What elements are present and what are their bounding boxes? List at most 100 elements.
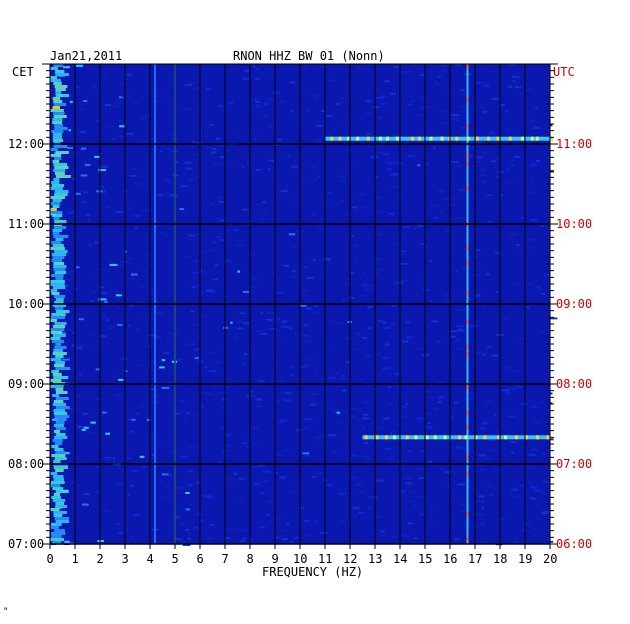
texture-streak <box>318 403 324 406</box>
texture-streak <box>235 352 241 355</box>
texture-streak <box>434 216 439 219</box>
texture-streak <box>233 336 239 339</box>
texture-streak <box>530 238 536 241</box>
texture-streak <box>140 235 146 238</box>
band-strip <box>53 334 66 337</box>
spectral-line-hotspot <box>466 385 469 390</box>
texture-streak <box>500 518 506 521</box>
event-hotspot <box>535 136 539 141</box>
texture-streak <box>199 283 207 286</box>
texture-streak <box>520 92 524 95</box>
texture-streak <box>530 328 535 331</box>
texture-streak <box>527 246 530 249</box>
band-strip <box>55 367 71 370</box>
texture-streak <box>290 490 298 493</box>
texture-streak <box>459 328 462 331</box>
texture-streak <box>293 198 299 201</box>
texture-streak <box>481 517 487 519</box>
texture-streak <box>255 77 261 80</box>
texture-streak <box>127 324 131 327</box>
texture-streak <box>525 195 528 198</box>
texture-streak <box>195 541 198 544</box>
texture-streak <box>336 211 345 214</box>
texture-streak <box>202 391 209 394</box>
texture-streak <box>434 388 437 391</box>
texture-streak <box>62 429 69 432</box>
texture-streak <box>181 541 186 544</box>
texture-streak <box>231 199 236 202</box>
texture-streak <box>316 471 323 474</box>
texture-streak <box>375 515 381 518</box>
texture-streak <box>533 421 541 424</box>
texture-streak <box>89 271 93 274</box>
texture-streak <box>71 481 76 484</box>
texture-streak <box>450 203 457 206</box>
texture-streak <box>403 443 406 446</box>
texture-streak <box>87 343 90 346</box>
texture-streak <box>336 411 340 414</box>
texture-streak <box>387 162 395 165</box>
texture-streak <box>226 118 230 121</box>
texture-streak <box>105 457 112 459</box>
band-strip <box>53 103 67 106</box>
texture-streak <box>104 300 108 303</box>
texture-streak <box>337 466 342 469</box>
texture-streak <box>356 335 363 338</box>
texture-streak <box>165 148 170 151</box>
event-hotspot <box>393 435 397 440</box>
texture-streak <box>193 87 201 90</box>
texture-streak <box>268 328 276 330</box>
texture-streak <box>345 119 349 122</box>
texture-streak <box>277 453 281 456</box>
spectral-line-hotspot <box>466 124 469 129</box>
texture-streak <box>174 444 178 447</box>
texture-streak <box>130 164 134 167</box>
texture-streak <box>410 438 418 441</box>
texture-streak <box>343 350 351 353</box>
texture-streak <box>253 426 259 429</box>
texture-streak <box>343 124 348 127</box>
texture-streak <box>158 193 162 196</box>
texture-streak <box>188 532 191 535</box>
event-hotspot <box>476 136 479 141</box>
texture-streak <box>416 417 424 420</box>
texture-streak <box>131 167 137 170</box>
texture-streak <box>454 538 460 541</box>
texture-streak <box>495 251 502 254</box>
texture-streak <box>259 492 265 495</box>
texture-streak <box>396 291 402 294</box>
texture-streak <box>250 253 255 256</box>
texture-streak <box>191 286 197 288</box>
band-strip <box>54 322 67 325</box>
texture-streak <box>391 305 397 308</box>
texture-streak <box>106 123 109 126</box>
texture-streak <box>535 107 538 110</box>
texture-streak <box>330 276 336 279</box>
texture-streak <box>408 417 412 420</box>
texture-streak <box>348 541 354 544</box>
texture-streak <box>180 455 188 458</box>
plot-border <box>49 63 551 545</box>
texture-streak <box>507 169 510 172</box>
texture-streak <box>454 401 459 404</box>
texture-streak <box>418 96 426 99</box>
texture-streak <box>75 221 79 224</box>
event-hotspot <box>440 136 444 141</box>
band-strip <box>54 364 65 367</box>
texture-streak <box>118 532 123 535</box>
band-strip <box>55 88 66 91</box>
texture-streak <box>437 396 446 399</box>
texture-streak <box>506 474 513 477</box>
texture-streak <box>459 501 462 504</box>
band-strip <box>53 514 63 517</box>
texture-streak <box>96 466 101 468</box>
texture-streak <box>382 153 390 156</box>
texture-streak <box>186 412 191 415</box>
band-strip <box>51 445 59 448</box>
band-strip <box>54 250 68 253</box>
texture-streak <box>314 520 319 523</box>
texture-streak <box>255 168 261 171</box>
texture-streak <box>294 332 297 335</box>
texture-streak <box>297 229 305 232</box>
